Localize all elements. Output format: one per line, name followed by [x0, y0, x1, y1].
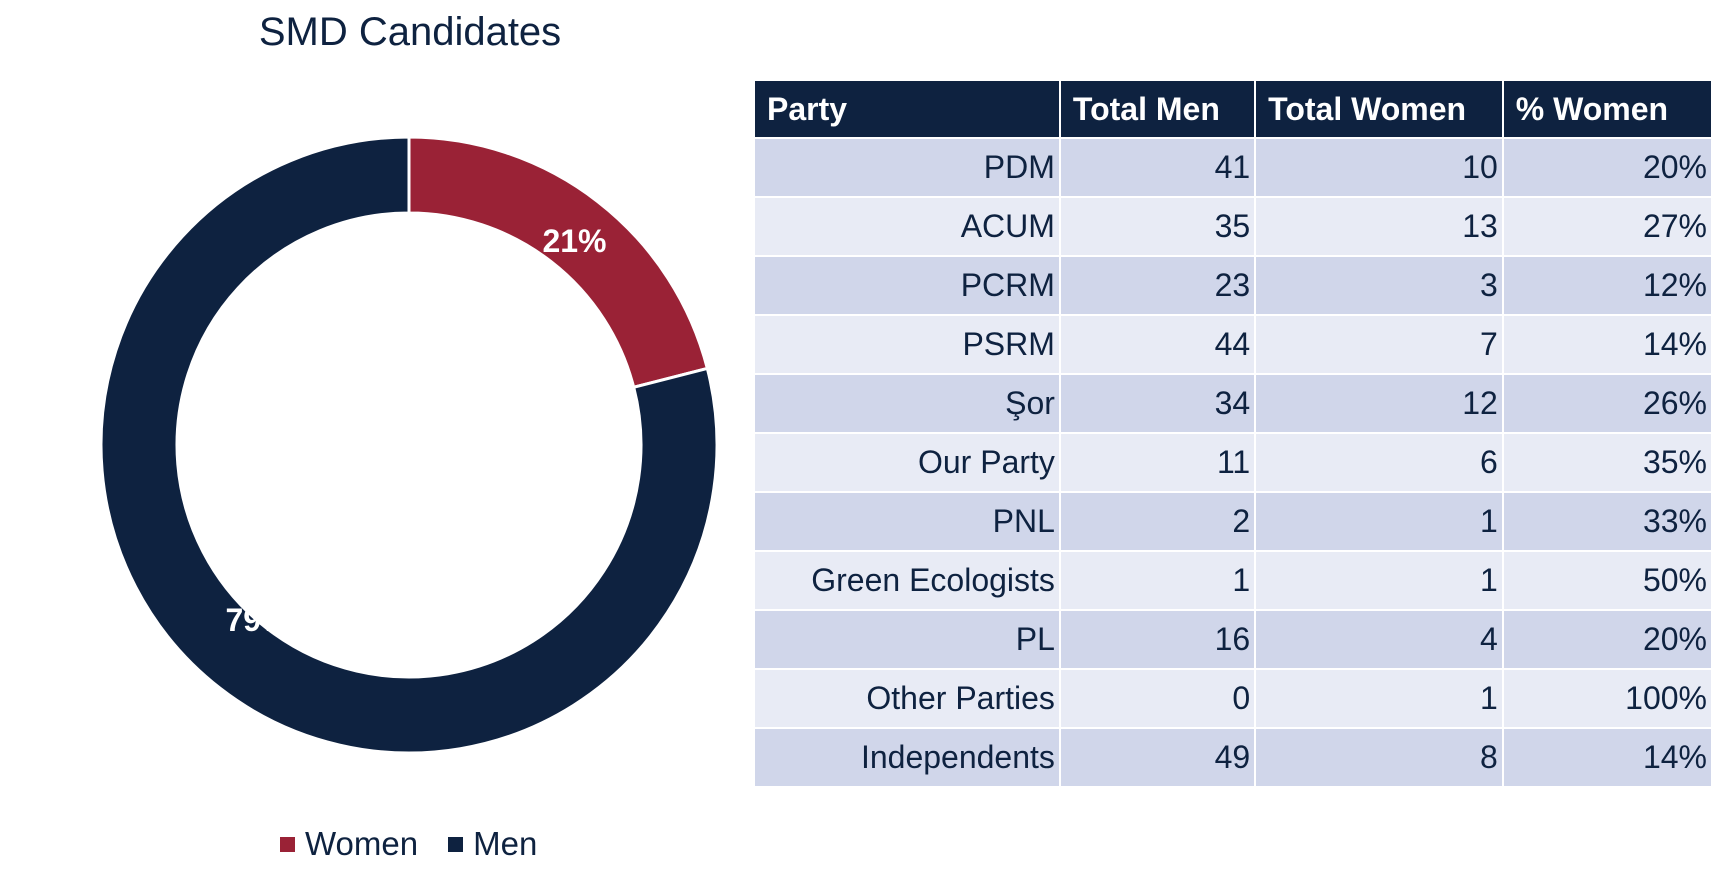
table-row: PDM 41 10 20% [755, 139, 1711, 196]
cell-total-women: 1 [1256, 493, 1502, 550]
cell-total-men: 16 [1060, 611, 1255, 668]
table-row: Independents 49 8 14% [755, 729, 1711, 786]
cell-party: Independents [755, 729, 1059, 786]
cell-total-men: 11 [1060, 434, 1255, 491]
cell-party: PL [755, 611, 1059, 668]
cell-total-men: 35 [1060, 198, 1255, 255]
cell-party: Our Party [755, 434, 1059, 491]
cell-total-men: 1 [1060, 552, 1255, 609]
cell-total-men: 34 [1060, 375, 1255, 432]
table-body: PDM 41 10 20% ACUM 35 13 27% PCRM 23 3 12% PSRM 44 7 14… [755, 139, 1711, 786]
cell-total-women: 4 [1256, 611, 1502, 668]
header-total-women: Total Women [1256, 81, 1502, 137]
legend-item-women: Women [280, 825, 418, 863]
table-row: PL 16 4 20% [755, 611, 1711, 668]
donut-chart: 21% 79% [99, 135, 719, 755]
cell-pct-women: 100% [1503, 670, 1711, 727]
chart-title: SMD Candidates [258, 10, 562, 54]
cell-total-women: 13 [1256, 198, 1502, 255]
cell-pct-women: 35% [1503, 434, 1711, 491]
table-row: PCRM 23 3 12% [755, 257, 1711, 314]
cell-total-men: 41 [1060, 139, 1255, 196]
cell-pct-women: 14% [1503, 729, 1711, 786]
cell-party: Şor [755, 375, 1059, 432]
cell-total-women: 7 [1256, 316, 1502, 373]
cell-pct-women: 33% [1503, 493, 1711, 550]
donut-label-men: 79% [225, 602, 289, 638]
cell-total-women: 6 [1256, 434, 1502, 491]
cell-total-men: 2 [1060, 493, 1255, 550]
cell-total-women: 8 [1256, 729, 1502, 786]
cell-total-women: 12 [1256, 375, 1502, 432]
cell-pct-women: 26% [1503, 375, 1711, 432]
cell-pct-women: 27% [1503, 198, 1711, 255]
cell-party: Green Ecologists [755, 552, 1059, 609]
cell-total-women: 1 [1256, 670, 1502, 727]
cell-party: PCRM [755, 257, 1059, 314]
cell-pct-women: 20% [1503, 611, 1711, 668]
cell-total-men: 49 [1060, 729, 1255, 786]
header-party: Party [755, 81, 1059, 137]
table-row: Green Ecologists 1 1 50% [755, 552, 1711, 609]
cell-pct-women: 50% [1503, 552, 1711, 609]
table-row: Şor 34 12 26% [755, 375, 1711, 432]
cell-total-women: 1 [1256, 552, 1502, 609]
table-row: PNL 2 1 33% [755, 493, 1711, 550]
cell-pct-women: 14% [1503, 316, 1711, 373]
cell-party: PDM [755, 139, 1059, 196]
table-row: PSRM 44 7 14% [755, 316, 1711, 373]
legend-swatch-women [280, 836, 295, 852]
table-header-row: Party Total Men Total Women % Women [755, 81, 1711, 137]
party-table: Party Total Men Total Women % Women PDM 4… [753, 79, 1713, 788]
table-row: ACUM 35 13 27% [755, 198, 1711, 255]
cell-total-men: 0 [1060, 670, 1255, 727]
chart-legend: Women Men [280, 825, 567, 863]
donut-slice-women [407, 135, 710, 390]
cell-total-women: 3 [1256, 257, 1502, 314]
donut-slice-men [99, 135, 719, 755]
cell-party: PSRM [755, 316, 1059, 373]
legend-item-men: Men [448, 825, 537, 863]
header-pct-women: % Women [1503, 81, 1711, 137]
cell-party: PNL [755, 493, 1059, 550]
table-row: Other Parties 0 1 100% [755, 670, 1711, 727]
cell-pct-women: 20% [1503, 139, 1711, 196]
cell-pct-women: 12% [1503, 257, 1711, 314]
legend-swatch-men [448, 836, 464, 852]
cell-total-men: 23 [1060, 257, 1255, 314]
header-total-men: Total Men [1060, 81, 1255, 137]
cell-total-men: 44 [1060, 316, 1255, 373]
cell-total-women: 10 [1256, 139, 1502, 196]
table-row: Our Party 11 6 35% [755, 434, 1711, 491]
donut-label-women: 21% [542, 223, 606, 259]
legend-label-women: Women [305, 825, 419, 862]
legend-label-men: Men [473, 825, 538, 862]
cell-party: Other Parties [755, 670, 1059, 727]
cell-party: ACUM [755, 198, 1059, 255]
